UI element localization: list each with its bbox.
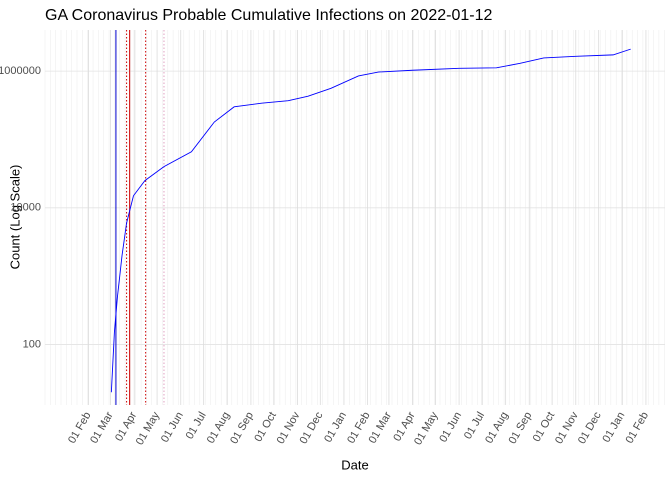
y-tick-label: 1000000 (0, 65, 41, 77)
y-axis-title: Count (Log Scale) (7, 165, 22, 270)
y-tick-label: 10000 (10, 202, 41, 214)
y-tick-label: 100 (23, 338, 41, 350)
chart-title: GA Coronavirus Probable Cumulative Infec… (45, 7, 492, 24)
x-axis-title: Date (341, 457, 368, 472)
data-line (110, 48, 631, 393)
